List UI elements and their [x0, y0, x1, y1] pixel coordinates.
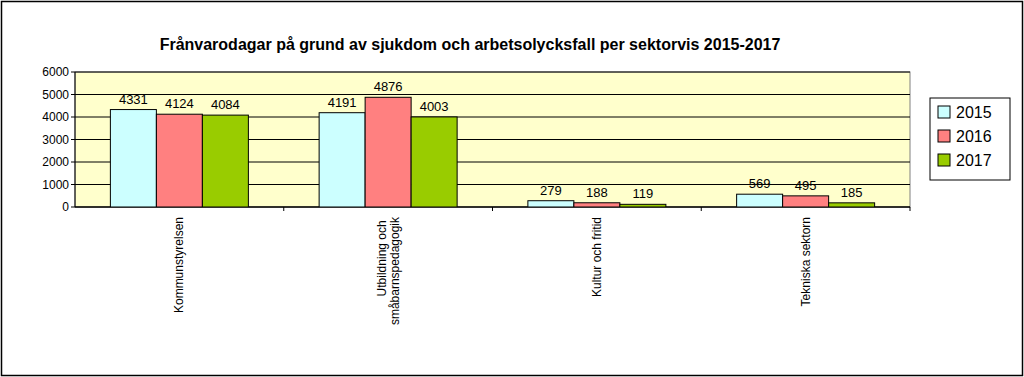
- legend-label: 2015: [956, 104, 992, 121]
- data-label: 4084: [211, 97, 240, 112]
- data-label: 279: [540, 183, 562, 198]
- y-tick: [71, 207, 75, 208]
- data-label: 4331: [119, 92, 148, 107]
- chart-root: Frånvarodagar på grund av sjukdom och ar…: [0, 0, 1024, 377]
- legend-frame: [930, 98, 1010, 180]
- bar: [365, 97, 411, 207]
- y-tick: [71, 94, 75, 95]
- y-tick-label: 1000: [42, 178, 69, 192]
- bar: [620, 204, 666, 207]
- y-tick: [71, 72, 75, 73]
- y-tick-label: 3000: [42, 133, 69, 147]
- y-tick: [71, 184, 75, 185]
- bar: [202, 115, 248, 207]
- legend-label: 2017: [956, 152, 992, 169]
- legend-swatch: [938, 130, 950, 142]
- y-axis: [75, 72, 76, 207]
- x-tick-label: Utbildning och småbarnspedagogik: [375, 216, 402, 325]
- bar: [411, 117, 457, 207]
- legend-swatch: [938, 154, 950, 166]
- y-tick-label: 6000: [42, 65, 69, 79]
- x-tick: [492, 207, 493, 211]
- data-label: 4876: [374, 79, 403, 94]
- y-tick-label: 2000: [42, 155, 69, 169]
- x-tick: [701, 207, 702, 211]
- y-tick-label: 4000: [42, 110, 69, 124]
- chart-title: Frånvarodagar på grund av sjukdom och ar…: [160, 36, 781, 53]
- data-label: 4191: [328, 95, 357, 110]
- legend: 2015 2016 2017: [930, 98, 1010, 180]
- y-tick-label: 0: [62, 200, 69, 214]
- x-tick-label-line: Utbildning och: [375, 217, 389, 296]
- bar: [829, 203, 875, 207]
- data-label: 185: [841, 185, 863, 200]
- plot-area: [75, 72, 910, 207]
- x-tick-label: Kultur och fritid: [590, 217, 604, 297]
- data-labels: 4331 4124 4084 4191 4876 4003 279 188 119 569 495 1…: [119, 79, 863, 201]
- data-label: 569: [749, 176, 771, 191]
- legend-swatch: [938, 106, 950, 118]
- bar: [319, 113, 365, 207]
- x-tick-label-line: Kommunstyrelsen: [172, 217, 186, 313]
- data-label: 4003: [420, 99, 449, 114]
- legend-label: 2016: [956, 128, 992, 145]
- y-tick: [71, 117, 75, 118]
- x-tick-label-line: Tekniska sektorn: [799, 217, 813, 306]
- x-tick: [283, 207, 284, 211]
- data-label: 4124: [165, 96, 194, 111]
- outer-frame: [2, 2, 1023, 376]
- bar: [528, 201, 574, 207]
- y-tick: [71, 139, 75, 140]
- bars: [110, 97, 874, 207]
- data-label: 119: [633, 186, 654, 201]
- data-label: 495: [795, 178, 817, 193]
- x-tick: [910, 207, 911, 211]
- bar: [156, 114, 202, 207]
- grid-line: [75, 72, 910, 73]
- x-tick-label-line: småbarnspedagogik: [388, 216, 402, 325]
- bar: [574, 203, 620, 207]
- bar: [110, 110, 156, 207]
- y-tick-label: 5000: [42, 88, 69, 102]
- y-tick: [71, 162, 75, 163]
- bar: [737, 194, 783, 207]
- x-tick-label: Tekniska sektorn: [799, 217, 813, 306]
- bar: [783, 196, 829, 207]
- data-label: 188: [586, 185, 608, 200]
- x-tick-label-line: Kultur och fritid: [590, 217, 604, 297]
- x-tick-label: Kommunstyrelsen: [172, 217, 186, 313]
- grid-line: [75, 94, 910, 95]
